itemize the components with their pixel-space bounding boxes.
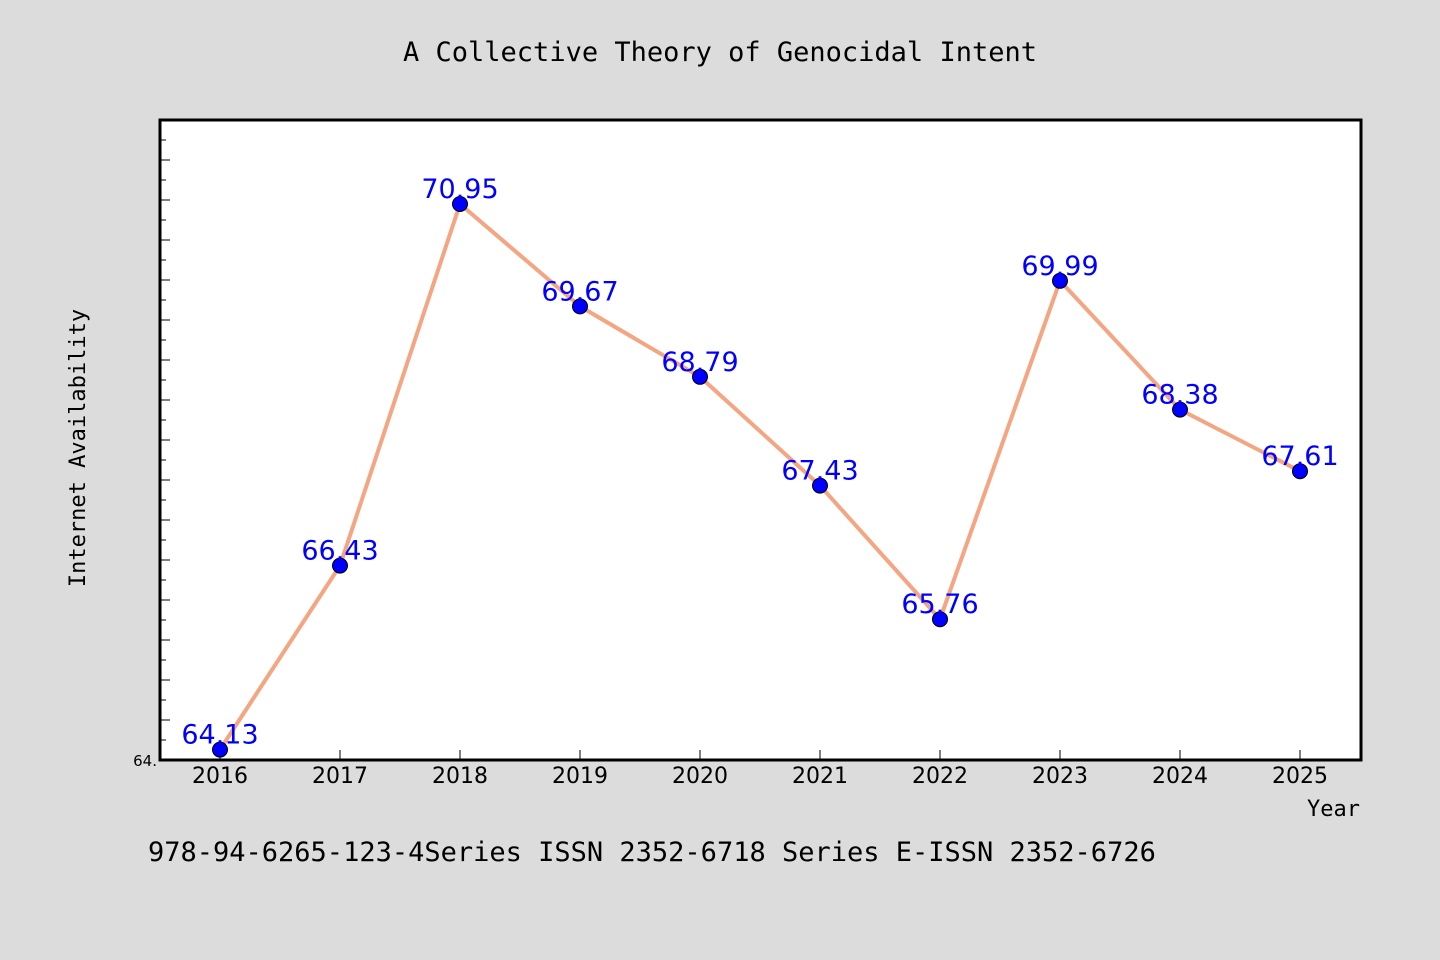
data-point: [932, 611, 948, 628]
x-tick-label: 2024: [1152, 764, 1208, 789]
y-axis-ticks: 64.: [133, 139, 170, 770]
data-point: [812, 477, 828, 494]
x-tick-label: 2020: [672, 764, 728, 789]
x-tick-label: 2016: [192, 764, 248, 789]
data-label: 66.43: [301, 536, 378, 567]
data-label: 64.13: [181, 720, 258, 751]
data-label: 67.43: [781, 456, 858, 487]
series-line: [218, 202, 1302, 752]
data-markers: [212, 196, 1308, 758]
plot-area: [158, 118, 1363, 762]
x-tick-label: 2021: [792, 764, 848, 789]
data-point: [1052, 272, 1068, 289]
x-tick-label: 2025: [1272, 764, 1328, 789]
data-point: [332, 557, 348, 574]
data-labels: 64.13 66.43 70.95 69.67 68.79 67.43 65.76 69.99…: [181, 174, 1338, 751]
data-label: 69.67: [541, 276, 618, 307]
data-point: [692, 368, 708, 385]
data-point: [572, 298, 588, 315]
data-label: 67.61: [1261, 441, 1338, 472]
x-tick-label: 2017: [312, 764, 368, 789]
x-axis-ticks: 2016 2017 2018 2019 2020 2021 2022 2023 2024 2025: [192, 750, 1328, 789]
footer-text: 978-94-6265-123-4Series ISSN 2352-6718 S…: [148, 837, 1156, 868]
data-label: 70.95: [421, 174, 498, 205]
x-tick-label: 2019: [552, 764, 608, 789]
y-tick-label: 64.: [133, 752, 157, 770]
data-point: [452, 196, 468, 212]
data-point: [1292, 463, 1308, 480]
series-line-group: [218, 202, 1302, 752]
data-label: 68.38: [1141, 380, 1218, 411]
data-point: [212, 741, 228, 758]
x-tick-label: 2022: [912, 764, 968, 789]
x-tick-label: 2018: [432, 764, 488, 789]
data-point: [1172, 401, 1188, 418]
chart-title: A Collective Theory of Genocidal Intent: [403, 37, 1037, 68]
y-axis-label: Internet Availability: [66, 309, 91, 587]
data-label: 68.79: [661, 347, 738, 378]
data-label: 69.99: [1021, 251, 1098, 282]
x-tick-label: 2023: [1032, 764, 1088, 789]
x-axis-label: Year: [1307, 797, 1360, 822]
data-label: 65.76: [901, 589, 978, 620]
